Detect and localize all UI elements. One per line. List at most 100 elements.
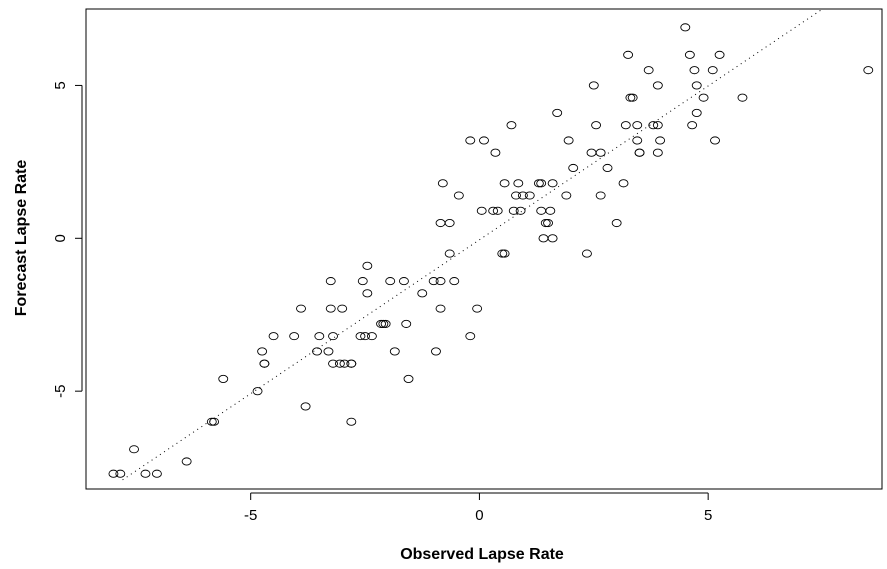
data-point [684, 50, 695, 59]
data-point [428, 277, 439, 286]
data-point [552, 108, 563, 117]
data-point [515, 206, 526, 215]
data-point [680, 23, 691, 32]
data-point [863, 66, 874, 75]
data-point [545, 206, 556, 215]
data-point [339, 359, 350, 368]
data-point [714, 50, 725, 59]
data-point [595, 148, 606, 157]
data-point [268, 332, 279, 341]
data-point [435, 304, 446, 313]
data-point [513, 179, 524, 188]
y-tick-label: -5 [52, 384, 69, 397]
data-point [595, 191, 606, 200]
data-point [632, 121, 643, 130]
data-point [689, 66, 700, 75]
data-point [517, 191, 528, 200]
data-point [533, 179, 544, 188]
data-point [312, 347, 322, 356]
data-point [323, 347, 334, 356]
data-point [362, 261, 373, 270]
data-point [643, 66, 654, 75]
data-point [334, 359, 345, 368]
data-point [488, 206, 499, 215]
data-point [115, 469, 126, 478]
data-point [634, 148, 645, 157]
data-point [300, 402, 311, 411]
data-point [218, 374, 229, 383]
data-point [707, 66, 718, 75]
data-point [378, 319, 389, 328]
data-point [490, 148, 501, 157]
data-point [325, 277, 336, 286]
data-point [581, 249, 592, 258]
data-point [337, 304, 348, 313]
data-point [209, 417, 220, 426]
data-point [632, 136, 643, 145]
data-point [698, 93, 709, 102]
data-point [346, 417, 357, 426]
data-point [524, 191, 535, 200]
fit-line-layer [122, 8, 823, 481]
data-point [652, 121, 663, 130]
data-point [465, 136, 476, 145]
data-point [511, 191, 521, 200]
data-point [435, 218, 446, 228]
x-axis: -5 0 5 [244, 492, 712, 524]
y-tick-label: 5 [52, 81, 69, 89]
data-point [561, 191, 572, 200]
data-point [401, 319, 412, 328]
data-point [325, 304, 336, 313]
data-point [737, 93, 748, 102]
data-point [385, 277, 396, 286]
data-point [437, 179, 448, 188]
data-point [652, 148, 663, 157]
data-point [328, 332, 338, 341]
data-point [547, 179, 558, 188]
data-point [625, 93, 636, 102]
y-tick-label: 0 [52, 234, 69, 242]
data-point [691, 108, 702, 117]
data-point [151, 469, 162, 478]
data-point [586, 148, 597, 157]
data-point [536, 206, 547, 215]
data-point [417, 289, 428, 298]
data-point [257, 347, 268, 356]
data-point [435, 277, 446, 286]
data-point [652, 81, 663, 90]
x-tick-label: 5 [704, 507, 712, 524]
data-point [627, 93, 638, 102]
data-point [563, 136, 574, 145]
data-point [140, 469, 151, 478]
data-point [360, 332, 371, 341]
data-point [687, 121, 698, 130]
data-point [357, 277, 368, 286]
data-point [479, 136, 489, 145]
data-point [129, 445, 139, 454]
x-tick-label: 0 [475, 507, 483, 524]
data-point [444, 249, 455, 258]
data-point [259, 359, 270, 368]
data-point [611, 218, 622, 228]
data-point [206, 417, 217, 426]
data-point [346, 359, 357, 368]
data-point [618, 179, 629, 188]
data-point [465, 332, 476, 341]
data-point [380, 319, 391, 328]
y-axis: -5 0 5 [52, 81, 83, 398]
data-point [538, 234, 549, 243]
data-point [289, 332, 300, 341]
data-point [314, 332, 325, 341]
data-point [620, 121, 631, 130]
data-point [623, 50, 634, 59]
data-point [362, 289, 373, 298]
data-point [403, 374, 414, 383]
data-point [108, 469, 119, 478]
data-point [508, 206, 519, 215]
data-points [108, 23, 874, 478]
data-point [398, 277, 409, 286]
data-point [591, 121, 602, 130]
data-point [543, 218, 553, 228]
data-point [431, 347, 441, 356]
